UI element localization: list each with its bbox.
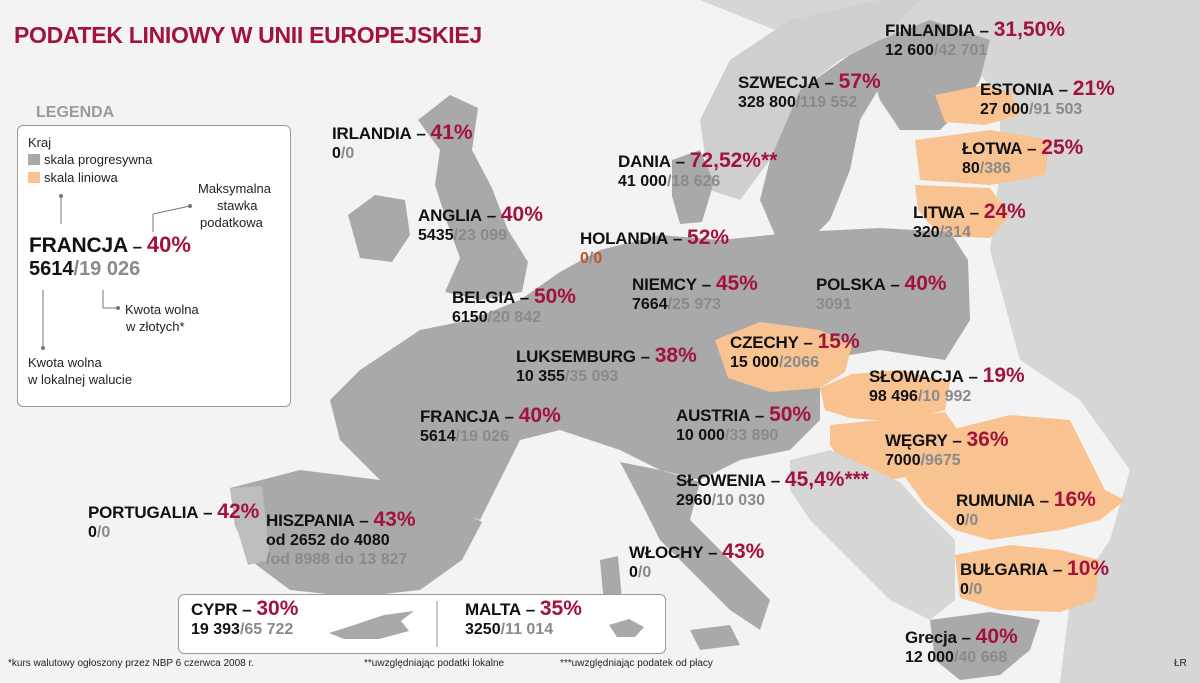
label-belgia: BELGIA – 50% 6150/20 842	[452, 285, 576, 327]
label-hiszpania: HISZPANIA – 43% od 2652 do 4080 /od 8988…	[266, 508, 416, 568]
legend-box: Kraj skala progresywna skala liniowa Mak…	[17, 125, 291, 407]
label-litwa: LITWA – 24% 320/314	[913, 200, 1026, 242]
page-title: PODATEK LINIOWY W UNII EUROPEJSKIEJ	[14, 22, 482, 48]
legend-leader-lines	[41, 194, 192, 350]
label-polska: POLSKA – 40% 3091	[816, 272, 947, 314]
label-dania: DANIA – 72,52%** 41 000/18 626	[618, 149, 778, 191]
legend-example-label: FRANCJA – 40% 5614/19 026	[29, 232, 191, 281]
legend-max-rate-1: Maksymalna	[198, 181, 271, 196]
region-sweden	[760, 40, 890, 250]
malta-shape	[609, 619, 644, 637]
region-lithuania	[915, 185, 1010, 238]
region-sardinia	[600, 556, 622, 604]
legend-max-rate-3: podatkowa	[200, 215, 263, 230]
label-portugalia: PORTUGALIA – 42% 0/0	[88, 500, 260, 542]
legend-progressive: skala progresywna	[28, 152, 152, 168]
label-szwecja: SZWECJA – 57% 328 800/119 552	[738, 70, 881, 112]
label-grecja: Grecja – 40% 12 000/40 668	[905, 625, 1018, 667]
region-italy	[620, 462, 770, 630]
region-portugal	[230, 486, 270, 565]
region-norway	[700, 0, 920, 200]
region-estonia	[935, 85, 1020, 125]
region-sicily	[690, 625, 740, 650]
inset-shapes	[329, 601, 644, 647]
label-bulgaria: BUŁGARIA – 10% 0/0	[960, 557, 1110, 599]
label-niemcy: NIEMCY – 45% 7664/25 973	[632, 272, 758, 314]
legend-max-rate-2: stawka	[217, 198, 258, 213]
label-francja: FRANCJA – 40% 5614/19 026	[420, 404, 561, 446]
label-austria: AUSTRIA – 50% 10 000/33 890	[676, 403, 812, 445]
label-anglia: ANGLIA – 40% 5435/23 099	[418, 203, 543, 245]
region-czechia	[715, 322, 852, 392]
region-continent	[330, 228, 970, 520]
legend-local-note-2: w lokalnej walucie	[28, 372, 133, 387]
label-holandia: HOLANDIA – 52% 0/0	[580, 226, 730, 268]
region-britain	[418, 95, 528, 300]
region-latvia	[915, 130, 1050, 185]
label-estonia: ESTONIA – 21% 27 000/91 503	[980, 77, 1115, 119]
label-malta: MALTA – 35% 3250/11 014	[465, 597, 582, 639]
label-irlandia: IRLANDIA – 41% 0/0	[332, 121, 473, 163]
region-greece	[930, 612, 1040, 680]
label-wegry: WĘGRY – 36% 7000/9675	[885, 428, 1009, 470]
region-slovakia	[820, 370, 950, 422]
credit: ŁR	[1174, 658, 1187, 669]
label-czechy: CZECHY – 15% 15 000/2066	[730, 330, 860, 372]
label-rumunia: RUMUNIA – 16% 0/0	[956, 488, 1096, 530]
footnote-local-taxes: **uwzględniając podatki lokalne	[364, 658, 505, 669]
label-finlandia: FINLANDIA – 31,50% 12 600/42 701	[885, 18, 1065, 60]
legend-pln-note-2: w złotych*	[126, 319, 185, 334]
legend-kraj: Kraj	[28, 135, 52, 150]
cyprus-shape	[329, 611, 414, 639]
region-romania	[900, 415, 1125, 540]
legend-pln-note-1: Kwota wolna	[125, 302, 199, 317]
linear-swatch	[28, 172, 40, 183]
region-iberia	[230, 470, 482, 597]
label-cypr: CYPR – 30% 19 393/65 722	[191, 597, 299, 639]
region-ireland	[348, 195, 410, 262]
label-slowacja: SŁOWACJA – 19% 98 496/10 992	[869, 364, 1025, 406]
cyprus-malta-inset: CYPR – 30% 19 393/65 722 MALTA – 35% 325…	[178, 594, 666, 654]
label-wlochy: WŁOCHY – 43% 0/0	[629, 540, 765, 582]
footnote-exchange-rate: *kurs walutowy ogłoszony przez NBP 6 cze…	[8, 658, 255, 669]
label-slowenia: SŁOWENIA – 45,4%*** 2960/10 030	[676, 468, 869, 510]
legend-linear: skala liniowa	[28, 170, 118, 186]
legend-heading: LEGENDA	[36, 104, 115, 121]
region-balkans	[790, 450, 955, 620]
footnote-payroll-tax: ***uwzględniając podatek od płacy	[560, 658, 713, 669]
label-luksemburg: LUKSEMBURG – 38% 10 355/35 093	[516, 344, 697, 386]
region-bulgaria	[955, 545, 1100, 612]
progressive-swatch	[28, 154, 40, 165]
label-lotwa: ŁOTWA – 25% 80/386	[962, 136, 1084, 178]
region-denmark	[672, 150, 714, 224]
legend-local-note-1: Kwota wolna	[28, 355, 102, 370]
